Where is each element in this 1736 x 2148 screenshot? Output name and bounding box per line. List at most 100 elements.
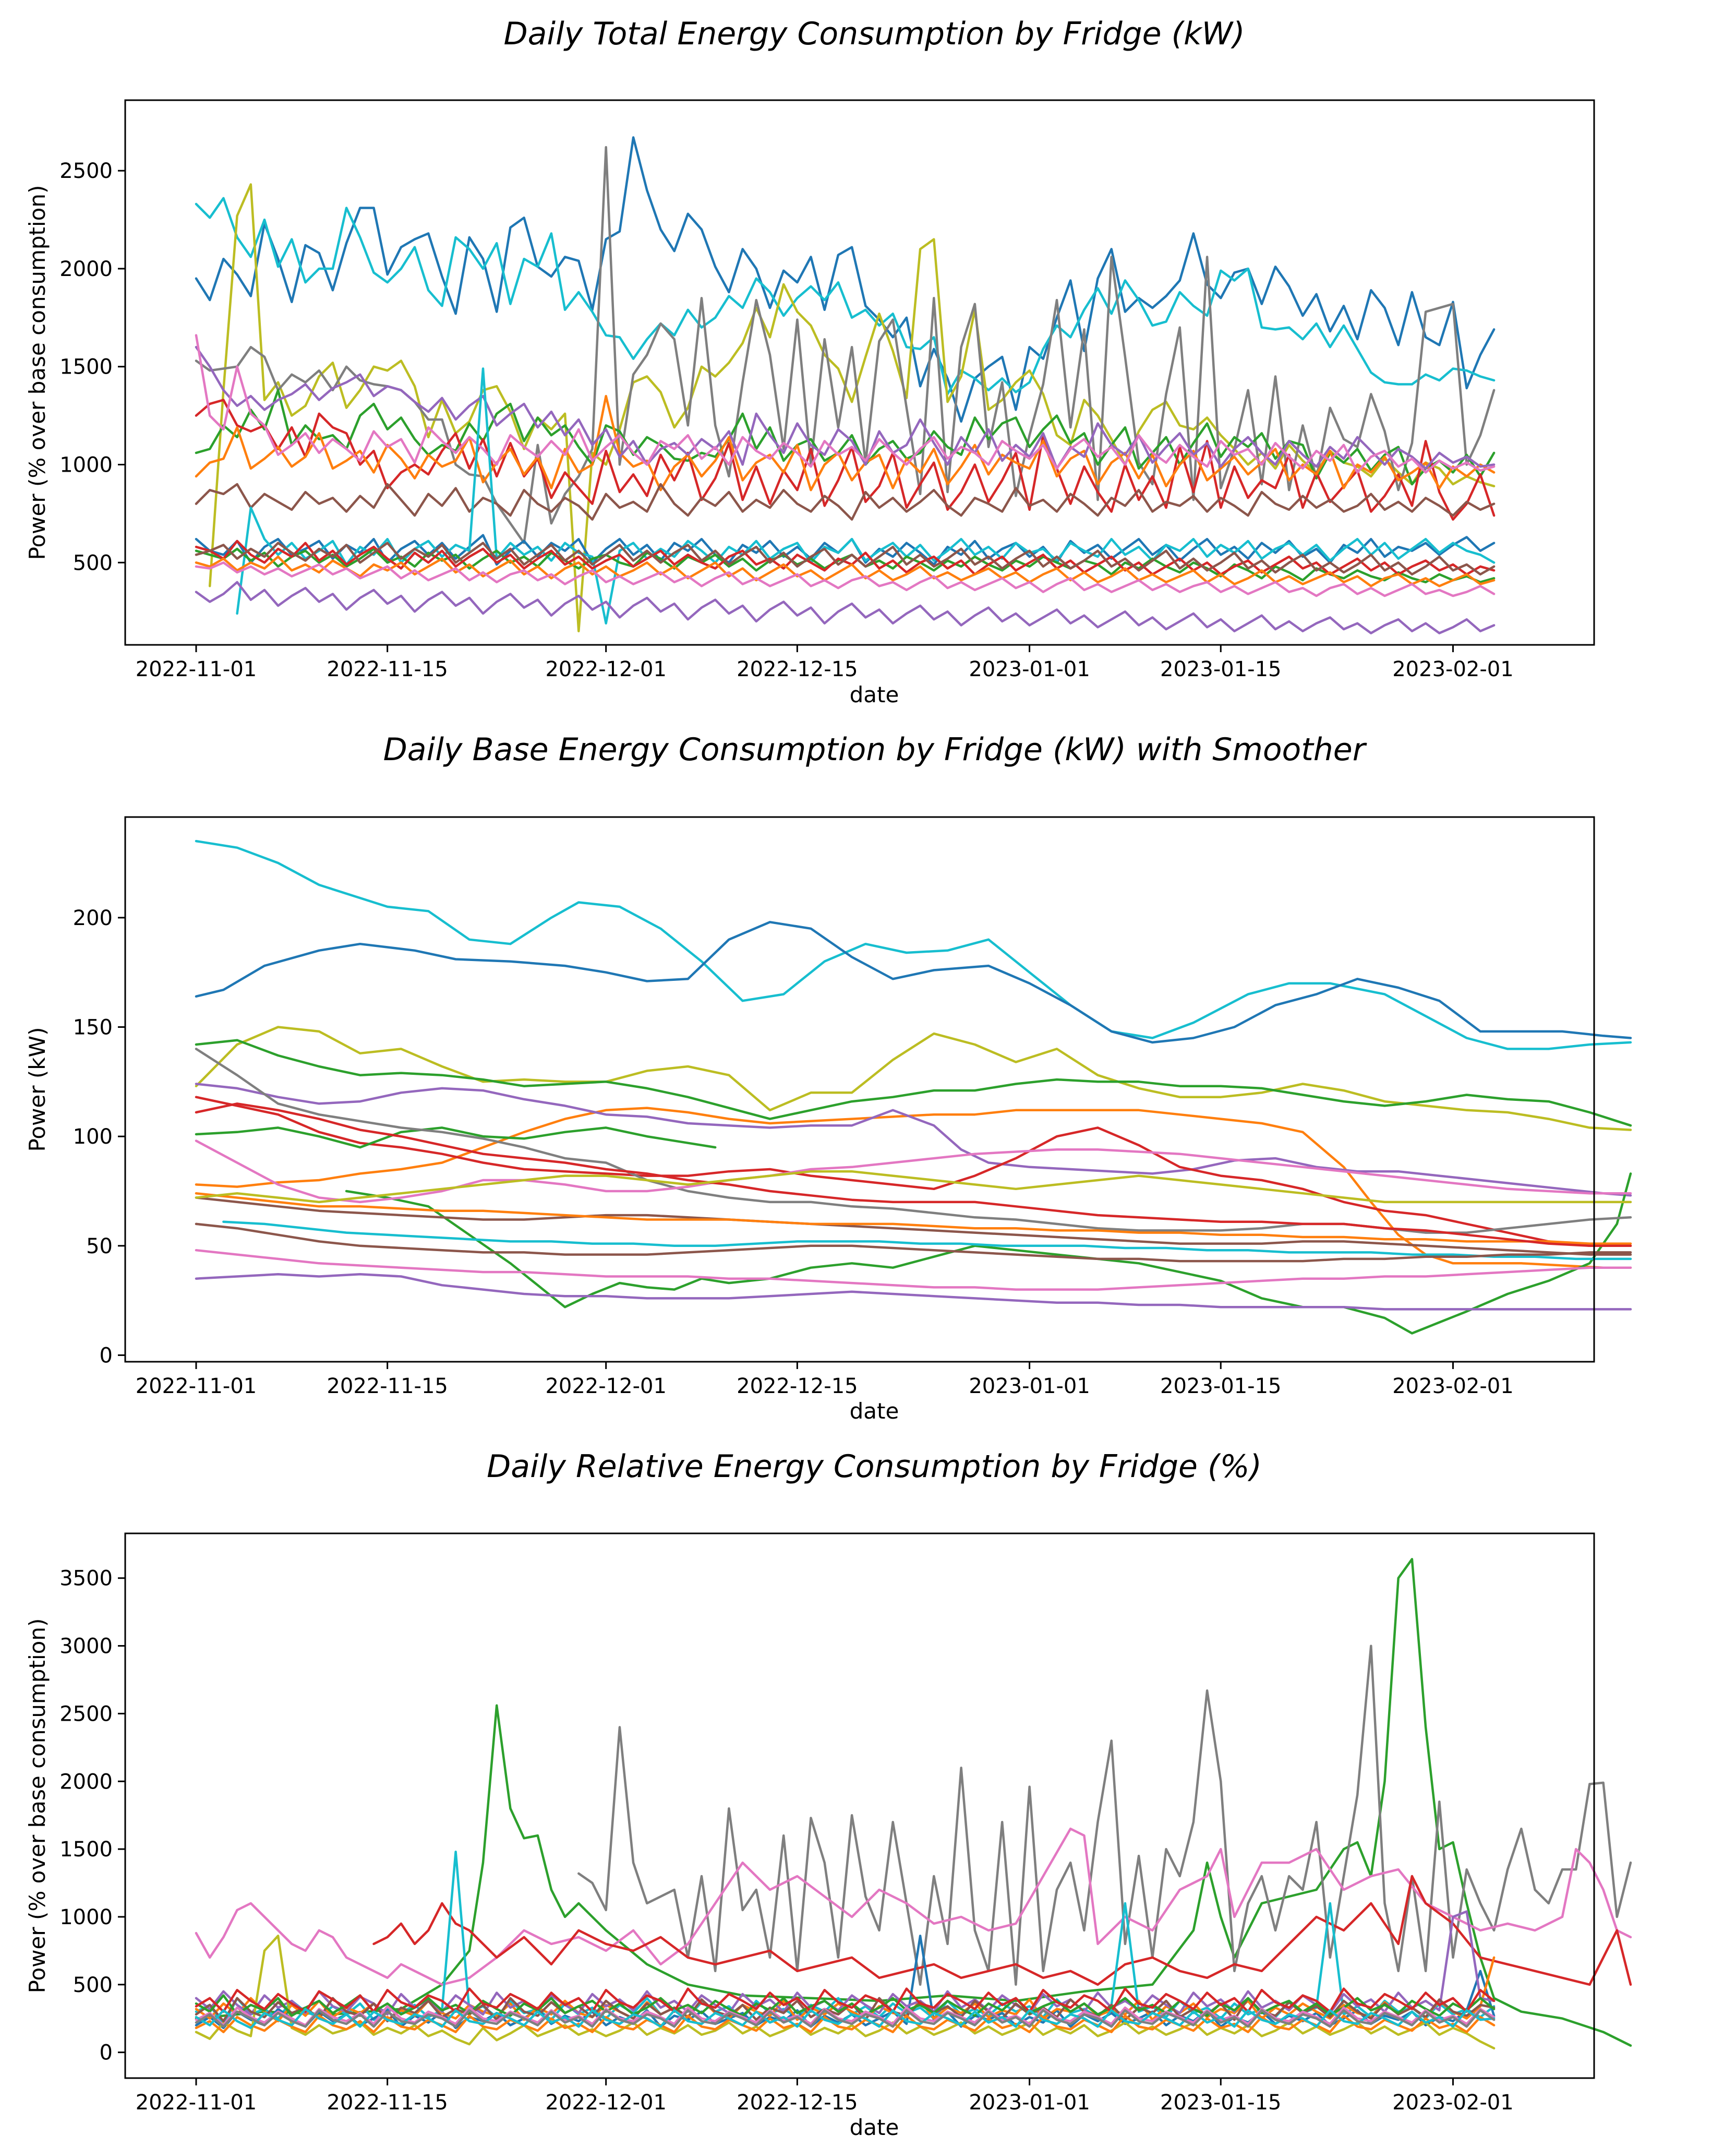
series-line-fridge-7 — [195, 394, 1496, 491]
x-tick-label: 2023-02-01 — [1392, 1374, 1513, 1398]
chart-base: Daily Base Energy Consumption by Fridge … — [25, 731, 1632, 1424]
y-tick-label: 1000 — [59, 453, 113, 477]
y-axis-label: Power (% over base consumption) — [25, 1618, 50, 1994]
series-layer — [195, 136, 1496, 634]
y-tick-label: 1500 — [59, 355, 113, 379]
series-line-fridge-6 — [195, 399, 1496, 521]
series-line-fridge-13 — [195, 547, 1496, 584]
series-line-fridge-16 — [195, 1249, 1632, 1291]
x-tick-label: 2022-11-01 — [136, 657, 257, 681]
x-tick-label: 2022-12-01 — [545, 657, 666, 681]
x-tick-label: 2022-12-15 — [737, 1374, 858, 1398]
y-tick-label: 2500 — [59, 159, 113, 183]
series-line-fridge-17 — [195, 1273, 1632, 1311]
x-tick-label: 2023-02-01 — [1392, 657, 1513, 681]
y-tick-label: 50 — [86, 1234, 113, 1258]
chart-total: Daily Total Energy Consumption by Fridge… — [25, 16, 1595, 707]
y-tick-label: 0 — [100, 1343, 113, 1367]
x-axis-ticks: 2022-11-01 2022-11-15 2022-12-01 2022-12-15… — [136, 645, 1514, 681]
y-axis-ticks: 0 500 1000 1500 2000 2500 3000 3500 — [59, 1567, 125, 2065]
x-tick-label: 2023-01-01 — [969, 657, 1090, 681]
y-tick-label: 150 — [73, 1016, 113, 1040]
series-line-fridge-14 — [195, 1987, 1496, 2013]
plot-frame — [124, 816, 1595, 1363]
chart-title: Daily Relative Energy Consumption by Fri… — [487, 1448, 1262, 1485]
x-tick-label: 2022-12-01 — [545, 1374, 666, 1398]
x-axis-label: date — [850, 682, 899, 707]
series-line-fridge-12 — [236, 367, 1496, 625]
y-tick-label: 1000 — [59, 1905, 113, 1929]
chart-title: Daily Base Energy Consumption by Fridge … — [383, 731, 1367, 768]
series-line-fridge-18 — [195, 1222, 1632, 1263]
plot-frame — [124, 1532, 1595, 2079]
x-axis-ticks: 2022-11-01 2022-11-15 2022-12-01 2022-12-15… — [136, 1362, 1514, 1398]
y-axis-ticks: 500 1000 1500 2000 2500 — [59, 159, 125, 575]
x-tick-label: 2022-11-15 — [327, 1374, 448, 1398]
series-line-fridge-4 — [195, 1039, 1632, 1127]
series-line-fridge-8 — [195, 1126, 717, 1149]
y-tick-label: 500 — [73, 551, 113, 575]
y-tick-label: 100 — [73, 1125, 113, 1149]
y-axis-label: Power (kW) — [25, 1027, 50, 1152]
y-tick-label: 0 — [100, 2041, 113, 2065]
y-tick-label: 2500 — [59, 1702, 113, 1726]
x-tick-label: 2023-01-15 — [1160, 1374, 1281, 1398]
series-line-fridge-13 — [195, 1192, 1632, 1245]
x-tick-label: 2022-12-15 — [737, 657, 858, 681]
x-tick-label: 2022-11-01 — [136, 1374, 257, 1398]
x-tick-label: 2023-01-15 — [1160, 657, 1281, 681]
series-line-fridge-11 — [195, 1994, 1496, 2017]
y-tick-label: 500 — [73, 1973, 113, 1997]
series-layer — [195, 839, 1632, 1335]
y-axis-label: Power (% over base consumption) — [25, 185, 50, 560]
series-line-fridge-13 — [195, 2014, 1496, 2033]
x-tick-label: 2022-11-15 — [327, 2091, 448, 2115]
x-tick-label: 2022-11-15 — [327, 657, 448, 681]
series-line-fridge-14 — [195, 539, 1496, 576]
series-line-fridge-3 — [195, 1026, 1632, 1131]
x-tick-label: 2023-01-01 — [969, 1374, 1090, 1398]
series-line-fridge-6 — [195, 1083, 1632, 1197]
series-line-fridge-12 — [195, 1196, 1632, 1256]
series-line-fridge-10 — [195, 334, 1496, 474]
x-tick-label: 2023-01-15 — [1160, 2091, 1281, 2115]
x-tick-label: 2022-12-01 — [545, 2091, 666, 2115]
plot-frame — [124, 99, 1595, 646]
chart-title: Daily Total Energy Consumption by Fridge… — [503, 16, 1245, 52]
series-line-fridge-15 — [222, 1220, 1632, 1261]
y-tick-label: 1500 — [59, 1838, 113, 1862]
series-line-fridge-1 — [195, 839, 1632, 1050]
series-line-fridge-16 — [195, 2009, 1496, 2028]
y-tick-label: 2000 — [59, 1770, 113, 1794]
series-line-fridge-11 — [195, 1139, 1632, 1204]
chart-relative: Daily Relative Energy Consumption by Fri… — [25, 1448, 1632, 2140]
x-tick-label: 2022-11-01 — [136, 2091, 257, 2115]
y-tick-label: 3000 — [59, 1635, 113, 1659]
series-line-fridge-17 — [195, 581, 1496, 634]
x-axis-ticks: 2022-11-01 2022-11-15 2022-12-01 2022-12-15… — [136, 2078, 1514, 2115]
series-line-fridge-18 — [195, 542, 1496, 576]
series-line-fridge-1 — [195, 136, 1496, 423]
series-line-fridge-8 — [195, 483, 1496, 521]
series-line-fridge-4 — [372, 1875, 1632, 1986]
series-line-fridge-3 — [195, 1827, 1632, 1986]
y-tick-label: 3500 — [59, 1567, 113, 1591]
series-layer — [195, 1558, 1632, 2050]
series-line-fridge-16 — [195, 561, 1496, 597]
x-axis-label: date — [850, 1398, 899, 1424]
series-line-fridge-9 — [195, 1935, 1496, 2050]
y-tick-label: 200 — [73, 906, 113, 930]
y-tick-label: 2000 — [59, 257, 113, 281]
series-line-fridge-7 — [195, 1096, 1632, 1247]
series-line-fridge-9 — [195, 345, 1496, 470]
series-line-fridge-15 — [195, 2008, 1496, 2030]
series-line-fridge-14 — [195, 1102, 1632, 1247]
series-line-fridge-19 — [195, 1170, 1632, 1204]
series-line-fridge-9 — [345, 1172, 1632, 1335]
series-line-fridge-5 — [195, 1107, 1632, 1269]
series-line-fridge-10 — [195, 1048, 1632, 1234]
series-line-fridge-2 — [195, 197, 1496, 395]
y-axis-ticks: 0 50 100 150 200 — [73, 906, 125, 1367]
series-line-fridge-2 — [195, 921, 1632, 1044]
